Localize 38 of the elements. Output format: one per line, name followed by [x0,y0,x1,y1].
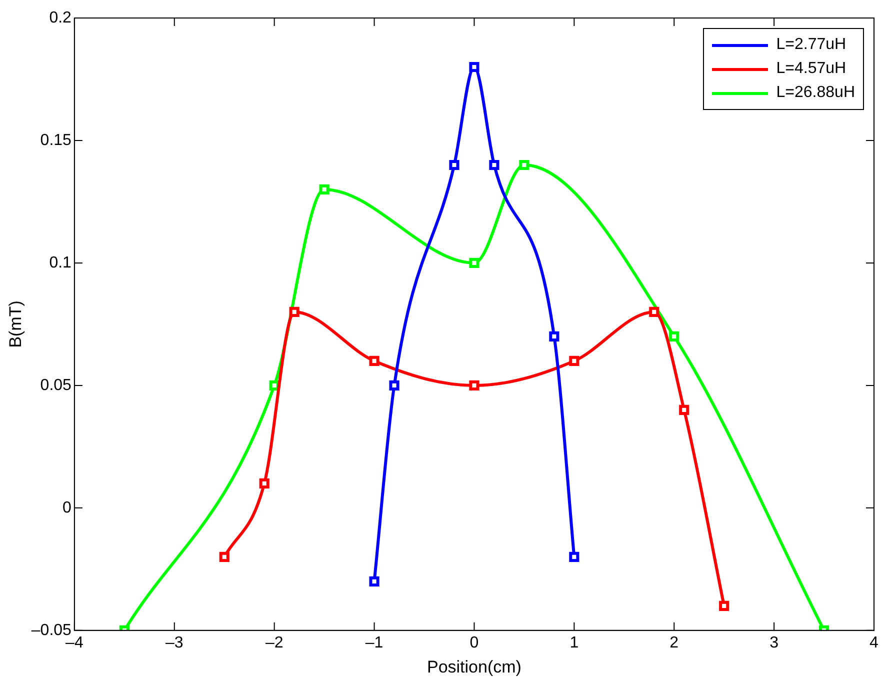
point [469,380,480,390]
x-tick-label: –3 [165,634,184,652]
point [319,184,330,195]
x-tick-label: 4 [870,634,879,652]
point [549,331,560,342]
point [519,160,530,170]
legend-label: L=26.88uH [776,84,855,102]
point [719,600,730,611]
point [569,356,580,366]
legend-label: L=2.77uH [776,36,846,54]
point [679,404,690,415]
y-tick-label: 0.15 [40,132,72,149]
point [669,331,680,342]
x-tick-label: 3 [770,634,779,652]
point [259,478,270,488]
point [469,62,480,72]
x-tick-label: 1 [570,634,579,652]
point [369,356,380,366]
point [489,160,500,170]
point [569,552,580,562]
point [449,160,460,170]
point [649,306,660,317]
x-axis-title: Position(cm) [426,657,522,676]
x-tick-label: 0 [470,634,479,652]
point [219,552,230,562]
y-axis-title: B(mT) [6,300,25,348]
x-tick-label: –2 [265,634,284,652]
point [369,576,380,586]
x-tick-label: –1 [365,634,384,652]
y-tick-label: 0.05 [40,376,72,394]
x-tick-label: 2 [670,634,679,652]
y-tick-label: 0.1 [49,254,72,272]
y-tick-label: 0 [62,499,72,516]
point [469,258,480,268]
y-tick-label: 0.2 [49,9,72,26]
point [389,380,400,390]
point [289,306,300,317]
legend-label: L=4.57uH [776,60,846,78]
